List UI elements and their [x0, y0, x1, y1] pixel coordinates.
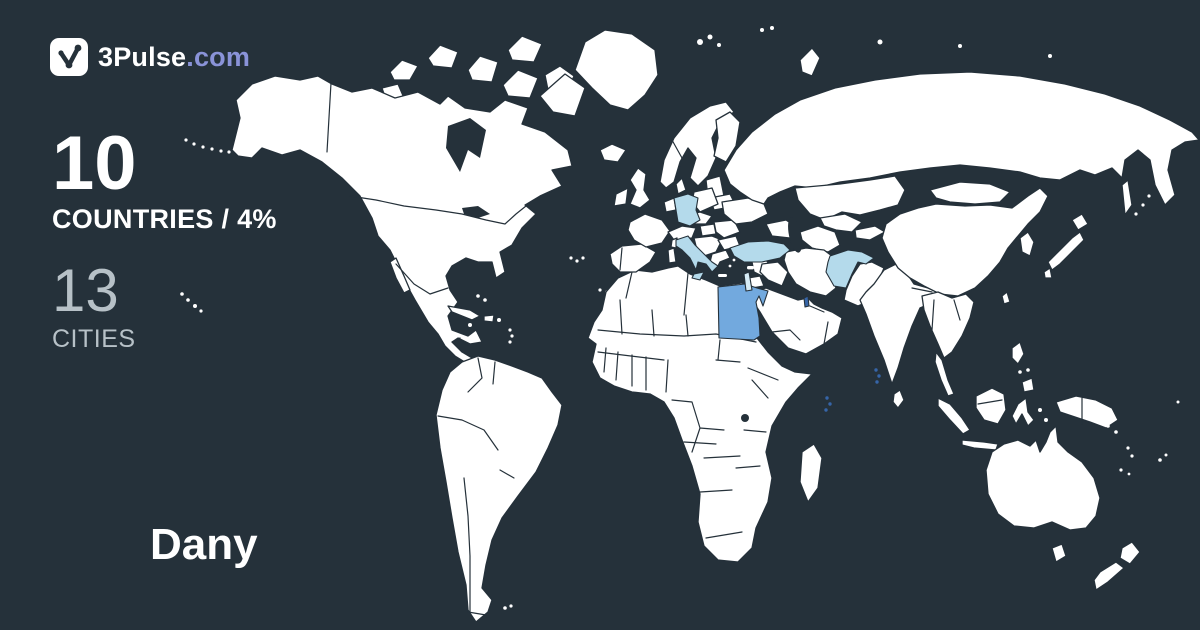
map-south-asia [843, 261, 947, 409]
map-greenland [574, 29, 659, 111]
cities-count: 13 [52, 257, 119, 324]
map-south-america [435, 355, 563, 623]
map-north-america [231, 75, 573, 367]
map-country-israel [743, 271, 753, 292]
map-lakes [446, 118, 802, 422]
brand-tld: .com [186, 41, 251, 72]
map-madagascar [799, 443, 823, 503]
map-central-asia [765, 175, 906, 253]
map-southeast-asia [921, 291, 1119, 451]
map-europe [609, 101, 769, 277]
map-country-germany [673, 193, 701, 227]
map-middle-east [747, 247, 843, 355]
brand-name: 3Pulse [98, 41, 187, 72]
map-arctic-specks [697, 26, 1052, 58]
map-country-egypt [717, 283, 769, 341]
map-country-italy-sicily [691, 271, 705, 281]
map-country-italy [675, 235, 719, 273]
map-east-asia [881, 181, 1089, 305]
map-country-maldives [824, 368, 881, 412]
map-oceania [985, 400, 1180, 591]
map-iceland [599, 143, 627, 163]
map-pacific-atlantic-specks [180, 138, 609, 313]
pulse-logo-icon [50, 38, 88, 76]
landmasses [180, 26, 1200, 623]
cities-label: CITIES [52, 325, 136, 353]
map-africa [587, 265, 813, 563]
countries-label: COUNTRIES / 4% [52, 204, 277, 234]
brand-wordmark: 3Pulse.com [98, 42, 250, 73]
map-country-turkey [729, 240, 791, 263]
brand-logo[interactable]: 3Pulse.com [50, 38, 250, 76]
map-country-qatar [803, 295, 810, 308]
visited-countries [673, 193, 881, 412]
map-caribbean [447, 294, 514, 344]
map-country-afghanistan [825, 249, 875, 289]
countries-count: 10 [52, 121, 137, 206]
stats-panel: 10 COUNTRIES / 4% 13 CITIES [52, 126, 277, 354]
map-arctic-islands [389, 59, 419, 81]
user-name: Dany [150, 520, 258, 569]
